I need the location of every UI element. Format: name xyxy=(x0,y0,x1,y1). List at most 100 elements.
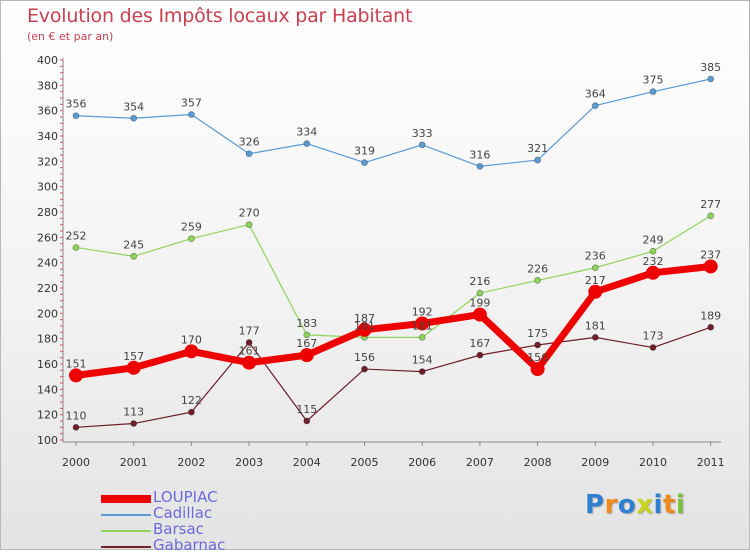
data-point-cadillac xyxy=(187,111,195,118)
data-label-barsac: 270 xyxy=(239,207,260,220)
legend-swatch xyxy=(101,530,151,532)
data-label-cadillac: 375 xyxy=(643,74,664,87)
data-point-cadillac xyxy=(534,156,541,164)
data-label-gabarnac: 122 xyxy=(181,394,202,407)
data-label-cadillac: 354 xyxy=(123,100,144,113)
data-point-barsac xyxy=(707,212,715,220)
data-label-loupiac: 192 xyxy=(412,305,433,318)
x-tick-label: 2010 xyxy=(639,456,667,469)
series-line-loupiac xyxy=(72,262,715,379)
data-point-gabarnac xyxy=(361,365,368,373)
chart-subtitle: (en € et par an) xyxy=(27,30,114,43)
x-tick-label: 2011 xyxy=(697,456,725,469)
x-tick-label: 2007 xyxy=(466,456,494,469)
y-tick-label: 300 xyxy=(37,181,58,194)
y-tick-label: 100 xyxy=(37,434,58,447)
data-label-cadillac: 357 xyxy=(181,96,202,109)
chart-title: Evolution des Impôts locaux par Habitant xyxy=(27,5,413,27)
y-tick-label: 320 xyxy=(37,155,58,168)
series-line-cadillac xyxy=(75,78,712,167)
data-point-barsac xyxy=(187,235,195,243)
logo-letter: o xyxy=(617,490,637,520)
legend-label: Cadillac xyxy=(153,504,213,522)
data-label-barsac: 252 xyxy=(66,229,87,242)
data-label-gabarnac: 154 xyxy=(412,354,433,367)
logo-letter: r xyxy=(604,490,618,520)
data-point-gabarnac xyxy=(418,368,426,376)
data-label-gabarnac: 156 xyxy=(354,351,375,364)
data-label-barsac: 226 xyxy=(527,262,548,275)
data-point-cadillac xyxy=(361,159,368,167)
data-point-loupiac xyxy=(703,259,718,274)
data-label-gabarnac: 189 xyxy=(700,309,721,322)
x-tick-label: 2003 xyxy=(235,456,263,469)
data-point-cadillac xyxy=(130,114,138,122)
data-point-gabarnac xyxy=(707,323,715,331)
series-barsac xyxy=(72,212,715,341)
data-point-barsac xyxy=(649,247,657,255)
data-point-loupiac xyxy=(415,316,430,331)
data-label-cadillac: 321 xyxy=(527,142,548,155)
data-labels: 151 157 170 161 167 187 192 199 156 217 232 237 356 3… xyxy=(66,61,722,422)
data-point-barsac xyxy=(303,331,311,339)
logo-letter: P xyxy=(585,490,605,520)
data-point-cadillac xyxy=(707,75,715,83)
data-point-loupiac xyxy=(69,368,83,383)
data-label-cadillac: 316 xyxy=(469,148,490,161)
x-tick-label: 2008 xyxy=(524,456,552,469)
logo-letter: i xyxy=(675,490,686,520)
series-line-gabarnac xyxy=(75,326,712,428)
data-point-gabarnac xyxy=(303,417,311,425)
data-label-loupiac: 237 xyxy=(700,248,721,261)
data-point-cadillac xyxy=(303,140,311,148)
data-point-barsac xyxy=(245,221,253,229)
data-point-cadillac xyxy=(72,112,80,120)
data-point-cadillac xyxy=(418,141,426,149)
y-tick-label: 240 xyxy=(37,257,58,270)
data-point-gabarnac xyxy=(245,339,253,346)
data-label-barsac: 277 xyxy=(700,198,721,211)
legend-label: Gabarnac xyxy=(153,536,226,554)
data-point-gabarnac xyxy=(649,344,657,351)
x-tick-label: 2000 xyxy=(62,456,90,469)
y-tick-label: 260 xyxy=(37,231,58,244)
series-lines xyxy=(69,75,718,431)
data-point-gabarnac xyxy=(187,408,195,416)
data-label-barsac: 245 xyxy=(123,238,144,251)
data-point-cadillac xyxy=(476,162,484,170)
data-label-gabarnac: 113 xyxy=(123,406,144,419)
data-label-loupiac: 187 xyxy=(354,312,375,325)
data-point-cadillac xyxy=(649,88,657,96)
y-tick-label: 340 xyxy=(37,130,58,143)
data-label-gabarnac: 175 xyxy=(527,327,548,340)
proxiti-logo: Proxiti xyxy=(585,490,685,520)
data-label-loupiac: 232 xyxy=(643,255,664,268)
data-label-gabarnac: 167 xyxy=(469,337,490,350)
series-line-barsac xyxy=(75,215,712,338)
data-label-barsac: 181 xyxy=(354,319,375,332)
data-label-cadillac: 319 xyxy=(354,145,375,158)
data-point-gabarnac xyxy=(476,351,484,359)
data-point-barsac xyxy=(591,264,599,272)
data-label-loupiac: 161 xyxy=(239,345,260,358)
y-tick-label: 400 xyxy=(37,54,58,67)
data-point-loupiac xyxy=(646,265,660,280)
y-tick-label: 360 xyxy=(37,105,58,118)
data-point-loupiac xyxy=(472,307,487,322)
data-label-loupiac: 151 xyxy=(66,357,87,370)
data-point-loupiac xyxy=(184,344,199,359)
x-tick-label: 2002 xyxy=(177,456,205,469)
legend-label: LOUPIAC xyxy=(153,488,218,506)
y-tick-label: 200 xyxy=(37,307,58,320)
data-label-gabarnac: 177 xyxy=(239,324,260,337)
data-point-loupiac xyxy=(588,284,603,299)
data-label-loupiac: 167 xyxy=(296,337,317,350)
data-label-barsac: 249 xyxy=(643,233,664,246)
y-tick-label: 380 xyxy=(37,79,58,92)
data-point-loupiac xyxy=(126,360,141,375)
data-label-gabarnac: 115 xyxy=(296,403,317,416)
data-label-cadillac: 333 xyxy=(412,127,433,140)
data-label-cadillac: 356 xyxy=(66,98,87,111)
